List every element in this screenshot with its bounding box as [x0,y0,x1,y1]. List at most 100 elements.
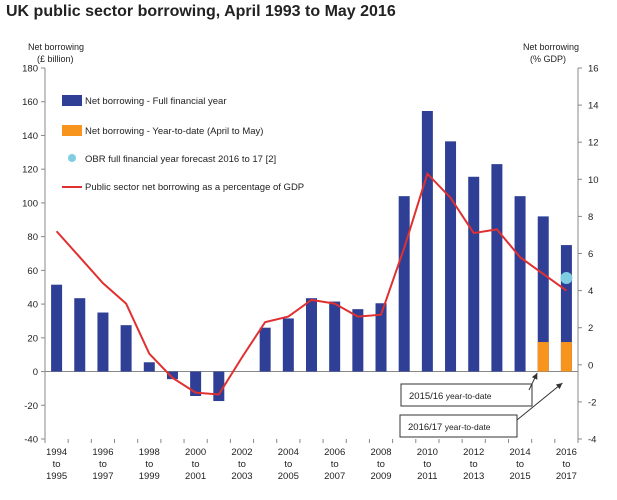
bar-full-year [514,196,526,372]
bar-full-year [398,196,410,372]
left-tick-label: -40 [24,435,38,446]
bar-full-year [143,362,155,372]
left-tick-label: 120 [22,165,38,176]
x-tick-label-top: 2002 [231,447,252,458]
right-axis-title-line1: Net borrowing [523,42,579,52]
annotation-year: 2015/16 [409,391,443,402]
left-tick-label: 0 [33,367,38,378]
bar-full-year [51,284,63,372]
legend-swatch-forecast [68,154,76,162]
bar-full-year [120,325,132,372]
x-tick-label-bottom: 2003 [231,471,252,482]
x-tick-label-bottom: 1999 [139,471,160,482]
x-tick-label-bottom: 2001 [185,471,206,482]
right-tick-label: 8 [588,212,593,223]
x-tick-label-mid: to [99,459,107,470]
bar-full-year [375,303,387,372]
x-tick-label-top: 1998 [139,447,160,458]
legend-label-full-year: Net borrowing - Full financial year [85,96,227,107]
x-tick-label-top: 1994 [46,447,67,458]
chart-title: UK public sector borrowing, April 1993 t… [6,3,396,20]
x-tick-label-mid: to [423,459,431,470]
x-tick-label-bottom: 2015 [509,471,530,482]
annotation-label: 2015/16 year-to-date [409,391,492,402]
x-tick-label-top: 2010 [417,447,438,458]
x-tick-label-top: 2016 [556,447,577,458]
legend-label-forecast: OBR full financial year forecast 2016 to… [85,154,276,165]
left-tick-label: 100 [22,198,38,209]
bar-full-year [97,312,109,372]
left-tick-label: 80 [27,232,38,243]
right-tick-label: -4 [588,435,596,446]
x-tick-label-mid: to [377,459,385,470]
bar-full-year [190,371,202,396]
legend-label-year-to-date: Net borrowing - Year-to-date (April to M… [85,126,263,137]
bar-full-year [537,216,549,372]
x-tick-label-bottom: 1995 [46,471,67,482]
annotation-year: 2016/17 [408,422,442,433]
annotation-suffix: year-to-date [442,422,490,432]
x-tick-label-bottom: 2017 [556,471,577,482]
right-tick-label: -2 [588,397,596,408]
right-tick-label: 16 [588,64,599,75]
x-tick-label-top: 2006 [324,447,345,458]
bar-full-year [74,298,86,372]
x-tick-label-mid: to [238,459,246,470]
left-tick-label: 180 [22,64,38,75]
x-tick-label-mid: to [284,459,292,470]
obr-forecast-point [560,271,573,284]
x-tick-label-bottom: 1997 [92,471,113,482]
bar-full-year [560,245,572,372]
bar-year-to-date [560,342,572,372]
bar-full-year [491,164,503,372]
x-tick-label-bottom: 2011 [417,471,437,482]
x-tick-label-bottom: 2007 [324,471,345,482]
bar-full-year [445,141,457,372]
annotation-arrowhead [555,383,563,390]
bar-full-year [282,318,294,372]
bar-full-year [421,111,433,372]
bar-full-year [259,327,271,372]
x-tick-label-top: 2012 [463,447,484,458]
x-tick-label-bottom: 2013 [463,471,484,482]
annotation-suffix: year-to-date [443,391,491,401]
left-tick-label: 40 [27,300,38,311]
x-tick-label-mid: to [331,459,339,470]
gdp-percentage-line [55,171,567,396]
x-tick-label-mid: to [53,459,61,470]
annotation-label: 2016/17 year-to-date [408,422,491,433]
x-tick-label-top: 2000 [185,447,206,458]
right-tick-label: 12 [588,138,599,149]
right-tick-label: 6 [588,249,593,260]
x-tick-label-bottom: 2005 [278,471,299,482]
annotation-box [400,383,533,407]
x-tick-label-mid: to [192,459,200,470]
x-tick-label-mid: to [562,459,570,470]
left-tick-label: 160 [22,97,38,108]
bar-full-year [352,309,364,372]
right-tick-label: 14 [588,101,599,112]
x-tick-label-top: 2008 [370,447,391,458]
annotation-arrowhead [531,373,538,380]
annotation-arrow [516,382,563,421]
x-tick-label-bottom: 2009 [370,471,391,482]
left-tick-label: 140 [22,131,38,142]
bar-year-to-date [537,342,549,372]
legend-swatch-year-to-date [62,125,82,136]
right-tick-label: 2 [588,323,593,334]
bar-full-year [166,371,178,380]
right-tick-label: 4 [588,286,593,297]
right-tick-label: 0 [588,360,593,371]
bar-full-year [213,371,225,402]
right-axis-title-line2: (% GDP) [530,54,566,64]
x-tick-label-mid: to [145,459,153,470]
left-axis-title-line1: Net borrowing [28,42,84,52]
annotation-box [399,414,518,438]
left-tick-label: 60 [27,266,38,277]
bar-full-year [306,298,317,372]
left-tick-label: 20 [27,333,38,344]
x-tick-label-top: 1996 [92,447,113,458]
x-tick-label-top: 2004 [278,447,299,458]
bar-full-year [329,301,341,372]
